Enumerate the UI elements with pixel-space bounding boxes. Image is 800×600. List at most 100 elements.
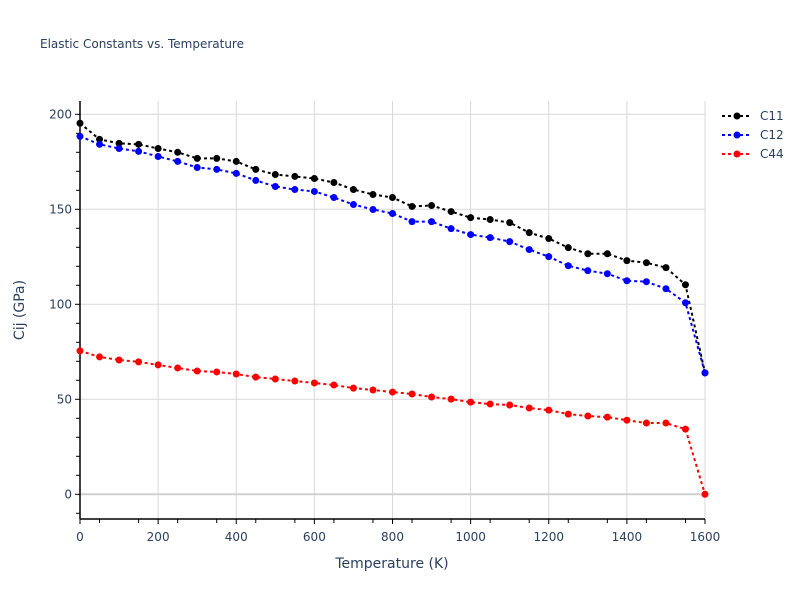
y-tick-label: 200 [49,107,72,121]
data-point-c12 [506,238,514,246]
data-point-c12 [213,165,221,173]
data-point-c11 [506,219,514,227]
x-axis-label: Temperature (K) [334,556,448,572]
data-point-c44 [154,361,162,369]
legend-item-c44[interactable]: C44 [720,144,784,163]
data-point-c12 [96,140,104,148]
data-point-c44 [623,416,631,424]
data-point-c11 [584,250,592,258]
data-point-c11 [115,139,123,147]
legend-label-c12: C12 [760,127,784,142]
data-point-c12 [564,262,572,270]
data-point-c12 [486,234,494,242]
data-point-c11 [291,172,299,180]
legend-label-c11: C11 [760,108,784,123]
data-point-c11 [154,145,162,152]
x-tick-label: 600 [303,530,326,544]
data-point-c12 [330,194,338,202]
x-tick-label: 0 [76,530,84,544]
grid-lines [80,101,706,519]
legend-item-c11[interactable]: C11 [720,106,784,125]
data-point-c11 [545,235,553,243]
data-point-c12 [271,183,279,190]
data-point-c11 [135,140,143,148]
data-point-c11 [662,264,670,272]
legend-swatch-c11 [722,112,752,119]
data-point-c11 [681,281,689,289]
legend: C11 C12 C44 [720,106,784,163]
data-point-c44 [135,358,143,366]
data-point-c12 [525,246,533,254]
data-point-c12 [662,285,670,293]
data-point-c11 [642,259,650,267]
data-point-c12 [291,186,299,194]
data-point-c12 [603,270,611,278]
data-point-c12 [369,205,377,213]
x-tick-label: 1400 [612,530,643,544]
data-point-c44 [330,381,338,389]
data-point-c44 [76,347,84,355]
data-point-c12 [428,218,436,226]
series-group [76,119,709,498]
data-point-c12 [701,369,709,377]
data-point-c11 [252,165,260,173]
data-point-c11 [174,148,182,156]
legend-swatch-c12 [722,131,752,138]
x-axis-ticks: 0 200 400 600 800 1000 1200 1400 1600 [76,519,720,544]
data-point-c11 [96,135,104,143]
legend-swatch-c44 [722,150,752,157]
data-point-c44 [96,353,104,361]
data-point-c11 [389,194,396,202]
data-point-c44 [193,367,201,375]
data-point-c12 [154,152,162,160]
data-point-c11 [76,119,84,127]
data-point-c11 [564,244,572,252]
legend-label-c44: C44 [760,146,784,161]
legend-item-c12[interactable]: C12 [720,125,784,144]
data-point-c11 [369,190,377,198]
data-point-c12 [408,218,416,226]
data-point-c44 [486,400,494,408]
data-point-c44 [603,413,611,421]
data-point-c12 [623,277,631,285]
chart-title: Elastic Constants vs. Temperature [40,37,244,51]
data-point-c44 [310,379,318,387]
data-point-c44 [369,386,377,394]
x-tick-label: 800 [381,530,404,544]
series-line-c12 [79,135,706,374]
data-point-c44 [349,384,357,392]
y-tick-label: 0 [64,487,72,501]
data-point-c11 [271,171,279,179]
data-point-c11 [525,229,533,237]
y-axis-label: Cij (GPa) [12,280,28,340]
data-point-c11 [623,257,631,265]
data-point-c11 [486,216,494,224]
data-point-c11 [232,157,240,165]
data-point-c44 [232,370,240,378]
data-point-c44 [681,425,689,433]
data-point-c11 [349,186,357,194]
data-point-c12 [447,225,455,233]
data-point-c44 [174,364,182,372]
x-tick-label: 1200 [533,530,564,544]
x-tick-label: 1600 [690,530,721,544]
data-point-c11 [310,175,318,183]
data-point-c44 [291,377,299,385]
data-point-c12 [642,278,650,286]
data-point-c44 [271,375,279,383]
data-point-c12 [76,132,84,140]
data-point-c44 [428,393,436,401]
data-point-c11 [330,179,338,187]
data-point-c44 [545,406,553,414]
y-tick-label: 100 [49,297,72,311]
data-point-c12 [174,157,182,165]
data-point-c11 [428,202,436,209]
data-point-c12 [115,145,123,152]
data-point-c11 [467,214,475,222]
data-point-c44 [408,390,416,398]
data-point-c12 [467,231,475,239]
data-point-c11 [408,202,416,210]
data-point-c11 [213,154,221,162]
data-point-c12 [193,164,201,171]
